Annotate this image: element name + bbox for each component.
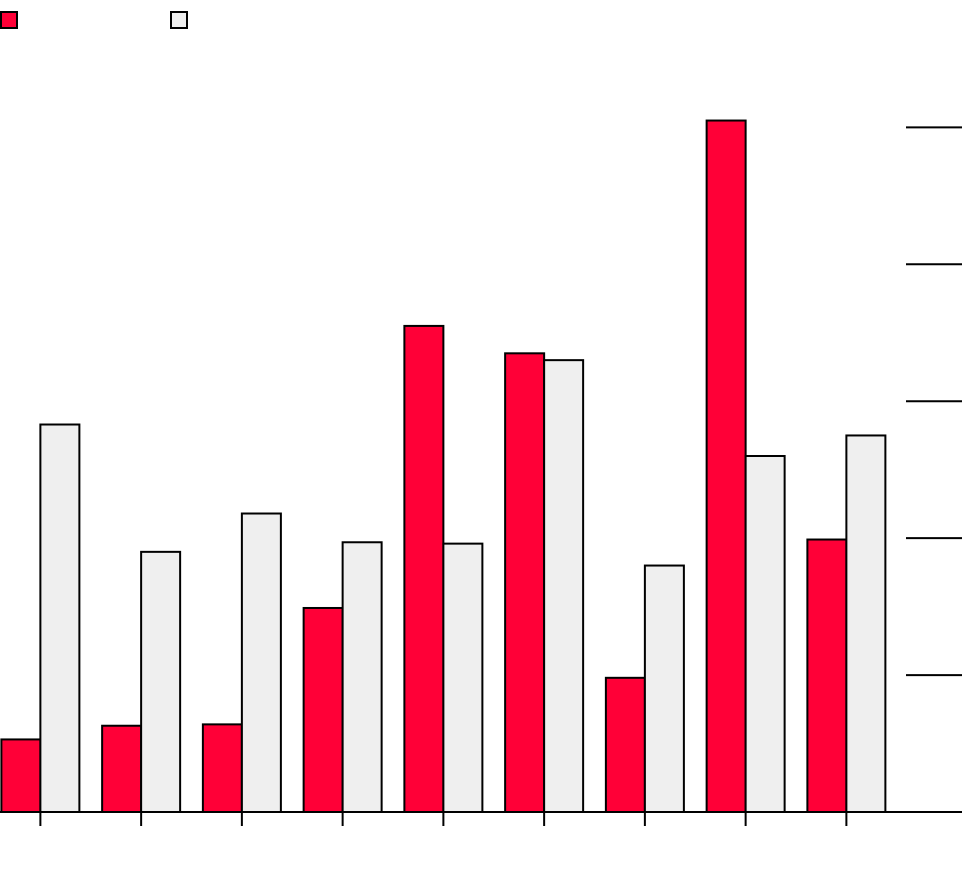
bar-series-b-7	[643, 564, 685, 813]
bar-series-a-4	[302, 606, 344, 813]
bar-series-b-2	[140, 550, 182, 813]
bar-series-a-5	[403, 324, 445, 813]
bar-series-b-3	[240, 512, 282, 813]
axis-layer	[0, 126, 962, 826]
legend	[0, 11, 300, 35]
bar-series-b-4	[341, 541, 383, 813]
bar-series-a-9	[806, 538, 848, 814]
bar-series-a-7	[604, 676, 646, 813]
bar-series-b-9	[845, 434, 887, 813]
bar-series-a-1	[0, 738, 42, 813]
legend-swatch-series-b	[170, 11, 188, 29]
bar-series-b-1	[39, 423, 81, 813]
legend-swatch-series-a	[0, 11, 18, 29]
bar-series-a-2	[101, 724, 143, 813]
bar-series-b-8	[744, 455, 786, 813]
bar-series-a-6	[504, 352, 546, 813]
bar-series-b-6	[543, 359, 585, 813]
bars-layer	[0, 119, 887, 814]
bar-series-b-5	[442, 542, 484, 813]
bar-series-a-3	[201, 723, 243, 813]
bar-series-a-8	[705, 119, 747, 814]
